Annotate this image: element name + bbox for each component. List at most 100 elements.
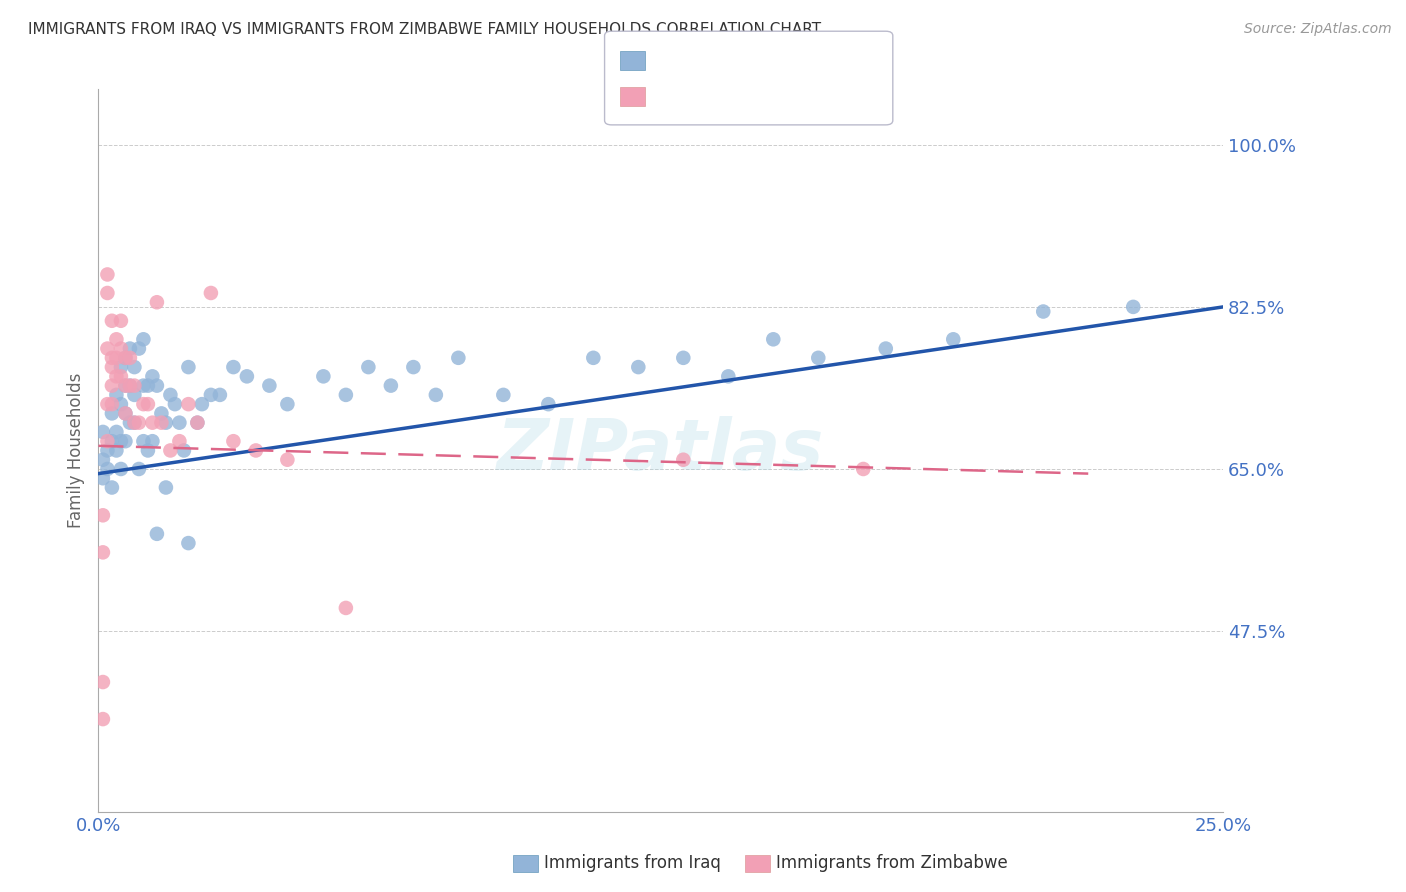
Point <box>101 351 124 365</box>
Point <box>101 406 124 420</box>
Point <box>105 332 128 346</box>
Text: -0.035: -0.035 <box>699 87 763 105</box>
Point <box>1122 300 1144 314</box>
Point <box>582 351 605 365</box>
Point <box>141 369 163 384</box>
Point <box>118 416 141 430</box>
Point <box>114 378 136 392</box>
Point <box>717 369 740 384</box>
Point <box>136 378 159 392</box>
Point <box>110 397 132 411</box>
Text: Source: ZipAtlas.com: Source: ZipAtlas.com <box>1244 22 1392 37</box>
Point <box>402 360 425 375</box>
Point <box>124 416 146 430</box>
Point <box>101 378 124 392</box>
Point <box>91 712 114 726</box>
Point <box>96 397 118 411</box>
Point <box>110 314 132 328</box>
Text: N =: N = <box>759 87 796 105</box>
Point <box>208 388 231 402</box>
Point <box>118 378 141 392</box>
Point <box>186 416 208 430</box>
Point <box>110 434 132 449</box>
Point <box>537 397 560 411</box>
Point <box>191 397 214 411</box>
Point <box>96 462 118 476</box>
Point <box>114 406 136 420</box>
Point <box>101 314 124 328</box>
Point <box>105 388 128 402</box>
Point <box>124 360 146 375</box>
Point <box>425 388 447 402</box>
Point <box>110 342 132 356</box>
Point <box>96 285 118 300</box>
Point <box>155 416 177 430</box>
Point <box>335 601 357 615</box>
Point <box>942 332 965 346</box>
Point <box>114 351 136 365</box>
Point <box>132 397 155 411</box>
Point <box>276 452 298 467</box>
Y-axis label: Family Households: Family Households <box>66 373 84 528</box>
Point <box>852 462 875 476</box>
Point <box>105 443 128 458</box>
Text: 0.364: 0.364 <box>699 52 762 70</box>
Point <box>110 462 132 476</box>
Point <box>150 406 173 420</box>
Point <box>105 425 128 439</box>
Point <box>177 360 200 375</box>
Point <box>105 351 128 365</box>
Text: R =: R = <box>654 87 690 105</box>
Point <box>150 416 173 430</box>
Point <box>245 443 267 458</box>
Point <box>357 360 380 375</box>
Text: Immigrants from Iraq: Immigrants from Iraq <box>544 855 721 872</box>
Point <box>118 378 141 392</box>
Point <box>169 434 191 449</box>
Point <box>177 397 200 411</box>
Point <box>91 508 114 523</box>
Point <box>132 332 155 346</box>
Point <box>124 416 146 430</box>
Point <box>259 378 281 392</box>
Point <box>169 416 191 430</box>
Point <box>128 342 150 356</box>
Point <box>101 481 124 495</box>
Point <box>159 388 181 402</box>
Point <box>114 351 136 365</box>
Point <box>672 452 695 467</box>
Point <box>118 351 141 365</box>
Point <box>101 360 124 375</box>
Point <box>380 378 402 392</box>
Point <box>141 416 163 430</box>
Point <box>91 452 114 467</box>
Point <box>146 526 169 541</box>
Point <box>96 268 118 282</box>
Point <box>875 342 897 356</box>
Point <box>200 388 222 402</box>
Text: ZIPatlas: ZIPatlas <box>498 416 824 485</box>
Point <box>124 388 146 402</box>
Point <box>1032 304 1054 318</box>
Point <box>91 471 114 485</box>
Point <box>124 378 146 392</box>
Point <box>762 332 785 346</box>
Point <box>807 351 830 365</box>
Point <box>672 351 695 365</box>
Text: Immigrants from Zimbabwe: Immigrants from Zimbabwe <box>776 855 1008 872</box>
Point <box>186 416 208 430</box>
Point <box>128 462 150 476</box>
Point <box>105 369 128 384</box>
Point <box>118 342 141 356</box>
Point <box>200 285 222 300</box>
Point <box>114 406 136 420</box>
Point <box>114 378 136 392</box>
Point <box>146 295 169 310</box>
Point <box>132 378 155 392</box>
Point <box>101 397 124 411</box>
Point <box>110 360 132 375</box>
Point <box>128 416 150 430</box>
Point <box>101 434 124 449</box>
Point <box>222 360 245 375</box>
Text: R =: R = <box>654 52 690 70</box>
